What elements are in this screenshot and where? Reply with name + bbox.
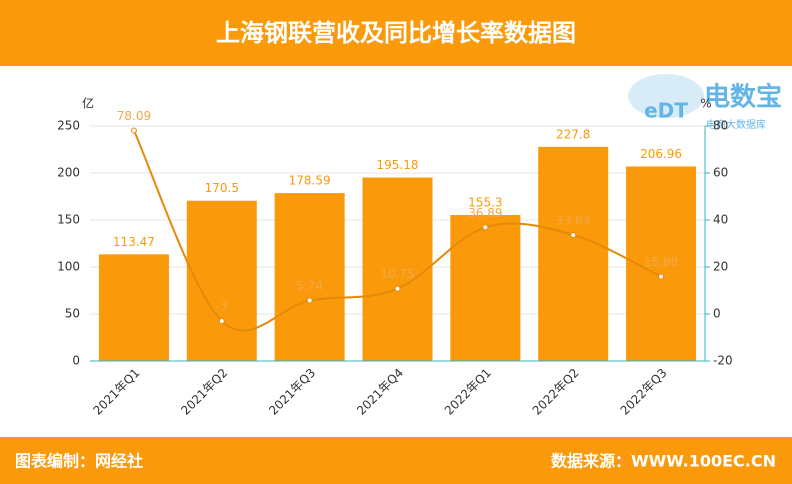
- logo-name: 电数宝: [704, 82, 782, 113]
- bar: [538, 146, 609, 361]
- bar-value-label: 227.8: [556, 127, 590, 141]
- chart-title: 上海钢联营收及同比增长率数据图: [216, 19, 576, 47]
- y2-tick-label: 60: [713, 166, 728, 180]
- line-point: [306, 297, 313, 304]
- y-tick-label: 150: [57, 213, 80, 227]
- line-point: [130, 127, 137, 134]
- y-tick-label: 0: [72, 354, 80, 368]
- line-point: [570, 231, 577, 238]
- bar-value-label: 113.47: [113, 235, 155, 249]
- bar-value-label: 155.3: [468, 196, 502, 210]
- footer-band: [0, 437, 792, 484]
- bar: [274, 193, 345, 361]
- bar: [362, 177, 433, 361]
- line-value-label: 36.89: [468, 206, 502, 220]
- bar-value-label: 195.18: [377, 158, 419, 172]
- bar-value-label: 206.96: [640, 147, 682, 161]
- bar: [186, 200, 257, 361]
- y2-tick-label: -20: [713, 354, 733, 368]
- line-value-label: 33.64: [556, 213, 590, 227]
- footer-left: 图表编制：网经社: [15, 452, 143, 471]
- logo-cloud: [628, 74, 704, 118]
- logo-tagline: 电商大数据库: [706, 118, 766, 131]
- y2-axis-label: %: [700, 97, 711, 111]
- line-value-label: 10.75: [380, 267, 414, 281]
- bar: [98, 254, 169, 361]
- y-tick-label: 50: [65, 307, 80, 321]
- line-point: [482, 224, 489, 231]
- line-value-label: 15.88: [644, 255, 678, 269]
- line-point: [218, 318, 225, 325]
- line-value-label: 5.74: [296, 279, 323, 293]
- y-tick-label: 100: [57, 260, 80, 274]
- line: [133, 130, 662, 332]
- line-point: [658, 273, 665, 280]
- bar-value-label: 178.59: [289, 174, 331, 188]
- footer-right: 数据来源：WWW.100EC.CN: [551, 452, 776, 471]
- y2-tick-label: 80: [713, 119, 728, 133]
- y-tick-label: 250: [57, 119, 80, 133]
- y-tick-label: 200: [57, 166, 80, 180]
- y2-tick-label: 40: [713, 213, 728, 227]
- y2-tick-label: 0: [713, 307, 721, 321]
- line-value-label: -3: [216, 300, 228, 314]
- y-axis-label: 亿: [82, 96, 94, 111]
- y2-tick-label: 20: [713, 260, 728, 274]
- logo-mark: eDT: [644, 99, 688, 123]
- header-band: [0, 0, 792, 66]
- bar-value-label: 170.5: [205, 181, 239, 195]
- line-value-label: 78.09: [117, 109, 151, 123]
- logo: eDT 电数宝 电商大数据库: [628, 74, 782, 131]
- bar: [450, 215, 521, 361]
- line-point: [394, 285, 401, 292]
